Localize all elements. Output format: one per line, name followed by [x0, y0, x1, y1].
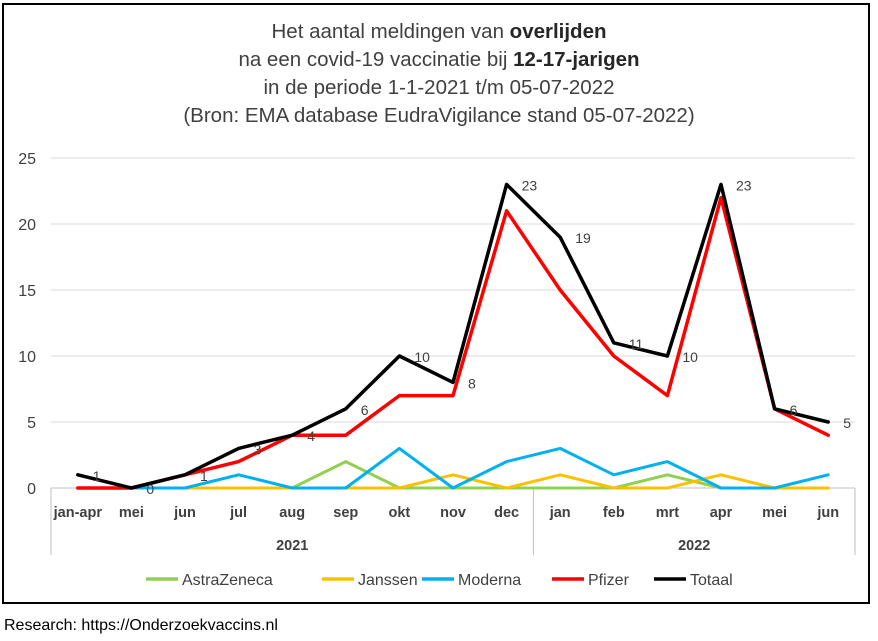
x-tick-label-14: jun [816, 505, 839, 521]
data-label-totaal-0: 1 [93, 468, 101, 484]
x-tick-label-2: jun [173, 505, 196, 521]
data-label-totaal-14: 5 [843, 415, 851, 431]
x-tick-label-7: nov [440, 505, 466, 521]
legend-label-pfizer: Pfizer [588, 572, 630, 589]
x-tick-label-0: jan-apr [53, 505, 103, 521]
x-tick-label-12: apr [710, 505, 733, 521]
x-tick-label-9: jan [549, 505, 571, 521]
data-label-totaal-8: 23 [522, 177, 538, 193]
y-tick-label-15: 15 [18, 283, 36, 300]
chart-title: Het aantal meldingen van overlijden na e… [0, 18, 878, 130]
x-tick-label-13: mei [762, 505, 787, 521]
group-label-2021: 2021 [276, 538, 308, 554]
x-tick-label-5: sep [333, 505, 358, 521]
series-line-totaal [76, 182, 830, 490]
data-label-totaal-10: 11 [629, 336, 644, 352]
legend-label-totaal: Totaal [690, 572, 733, 589]
y-tick-label-5: 5 [27, 415, 36, 432]
data-label-totaal-13: 6 [790, 402, 798, 418]
chart-frame [2, 3, 870, 604]
y-tick-label-20: 20 [18, 217, 36, 234]
data-label-totaal-4: 4 [307, 428, 315, 444]
data-label-totaal-2: 1 [200, 468, 208, 484]
legend-label-janssen: Janssen [358, 572, 418, 589]
x-tick-label-10: feb [603, 505, 625, 521]
data-label-totaal-3: 3 [254, 441, 262, 457]
y-tick-label-0: 0 [27, 481, 36, 498]
data-label-totaal-1: 0 [146, 481, 154, 497]
legend-label-astrazeneca: AstraZeneca [182, 572, 273, 589]
series-line-pfizer [76, 195, 830, 490]
data-label-totaal-9: 19 [575, 230, 591, 246]
series-line-moderna [76, 446, 830, 490]
data-label-totaal-12: 23 [736, 177, 752, 193]
x-tick-label-4: aug [279, 505, 305, 521]
source-credit: Research: https://Onderzoekvaccins.nl [4, 617, 278, 634]
data-label-totaal-6: 10 [414, 349, 430, 365]
data-label-totaal-7: 8 [468, 375, 476, 391]
data-label-totaal-11: 10 [682, 349, 698, 365]
x-tick-label-6: okt [389, 505, 411, 521]
title-line-4: (Bron: EMA database EudraVigilance stand… [183, 104, 695, 127]
title-line-1: Het aantal meldingen van overlijden [271, 20, 607, 43]
title-line-3: in de periode 1-1-2021 t/m 05-07-2022 [263, 76, 615, 99]
x-tick-label-3: jul [229, 505, 247, 521]
data-label-totaal-5: 6 [361, 402, 369, 418]
x-tick-label-1: mei [119, 505, 144, 521]
legend-label-moderna: Moderna [458, 572, 521, 589]
y-tick-label-10: 10 [18, 349, 36, 366]
title-line-2: na een covid-19 vaccinatie bij 12-17-jar… [238, 48, 640, 71]
x-tick-label-8: dec [494, 505, 519, 521]
group-label-2022: 2022 [678, 538, 710, 554]
x-tick-label-11: mrt [656, 505, 680, 521]
y-tick-label-25: 25 [18, 151, 36, 168]
